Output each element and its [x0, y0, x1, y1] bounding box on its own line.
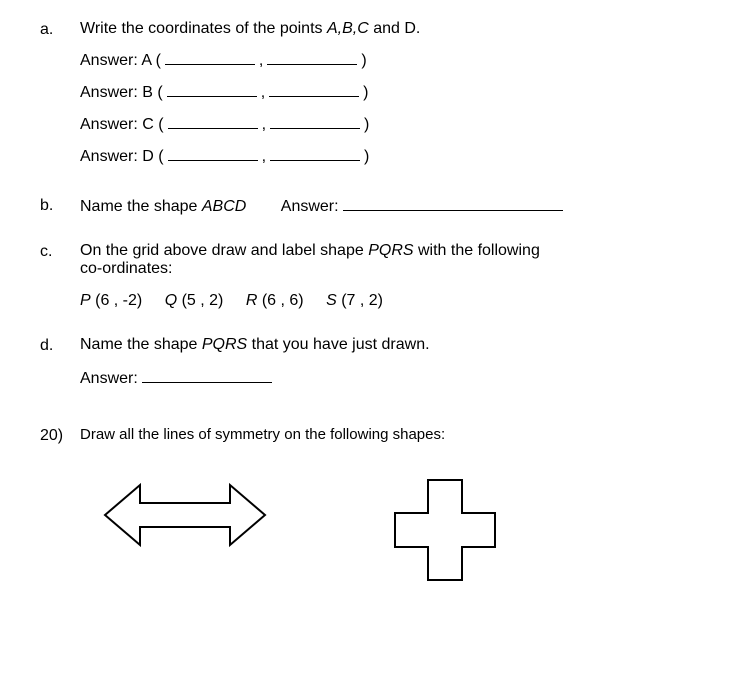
blank-c-x[interactable] [168, 114, 258, 129]
question-b: b. Name the shape ABCD Answer: [40, 196, 716, 216]
blank-d-answer[interactable] [142, 368, 272, 383]
answer-a-row: Answer: A (,) [80, 50, 716, 70]
cross-shape [390, 475, 500, 585]
blank-a-y[interactable] [267, 50, 357, 65]
blank-b-x[interactable] [167, 82, 257, 97]
label-b: b. [40, 196, 80, 215]
answer-c-row: Answer: C (,) [80, 114, 716, 134]
content-a: Write the coordinates of the points A,B,… [80, 20, 716, 178]
prompt-a: Write the coordinates of the points A,B,… [80, 20, 716, 38]
d-prompt: Name the shape PQRS that you have just d… [80, 336, 716, 354]
label-a: a. [40, 20, 80, 39]
blank-b-y[interactable] [269, 82, 359, 97]
blank-d-y[interactable] [270, 146, 360, 161]
label-20: 20) [40, 426, 80, 445]
content-20: Draw all the lines of symmetry on the fo… [80, 426, 716, 443]
label-c: c. [40, 242, 80, 261]
blank-c-y[interactable] [270, 114, 360, 129]
content-c: On the grid above draw and label shape P… [80, 242, 716, 310]
answer-d-row: Answer: D (,) [80, 146, 716, 166]
label-d: d. [40, 336, 80, 355]
question-20: 20) Draw all the lines of symmetry on th… [40, 426, 716, 445]
blank-b-answer[interactable] [343, 196, 563, 211]
double-arrow-shape [100, 475, 270, 555]
content-d: Name the shape PQRS that you have just d… [80, 336, 716, 400]
blank-a-x[interactable] [165, 50, 255, 65]
shapes-row [40, 475, 716, 585]
answer-b-row: Answer: B (,) [80, 82, 716, 102]
d-answer-row: Answer: [80, 368, 716, 388]
question-a: a. Write the coordinates of the points A… [40, 20, 716, 178]
question-d: d. Name the shape PQRS that you have jus… [40, 336, 716, 400]
question-c: c. On the grid above draw and label shap… [40, 242, 716, 310]
c-coords: P (6 , -2) Q (5 , 2) R (6 , 6) S (7 , 2) [80, 292, 716, 310]
content-b: Name the shape ABCD Answer: [80, 196, 716, 216]
c-line1: On the grid above draw and label shape P… [80, 242, 716, 260]
blank-d-x[interactable] [168, 146, 258, 161]
c-line2: co-ordinates: [80, 260, 716, 278]
